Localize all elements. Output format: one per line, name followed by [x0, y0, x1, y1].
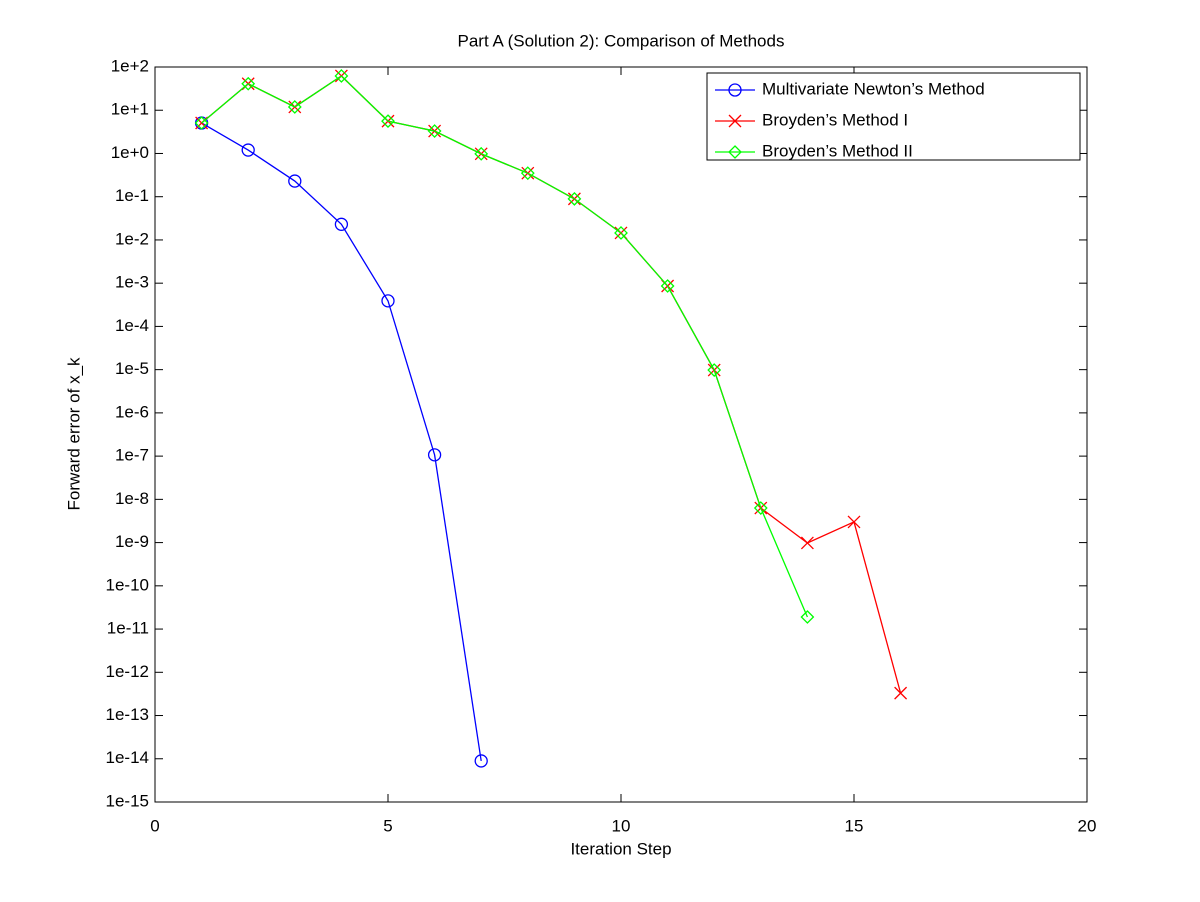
marker: [660, 279, 675, 293]
marker: [287, 100, 302, 114]
y-tick-label: 1e-5: [115, 359, 149, 378]
y-tick-label: 1e-9: [115, 532, 149, 551]
legend-marker: [728, 83, 742, 97]
marker: [381, 114, 395, 129]
marker: [427, 448, 442, 462]
y-tick-label: 1e-3: [115, 273, 149, 292]
y-tick-label: 1e-10: [106, 575, 149, 594]
y-tick-label: 1e-4: [115, 316, 149, 335]
marker: [614, 226, 628, 240]
legend-label: Broyden’s Method II: [762, 141, 913, 160]
marker: [427, 124, 442, 138]
marker: [474, 146, 489, 161]
y-tick-label: 1e-2: [115, 229, 149, 248]
marker: [847, 515, 861, 529]
y-tick-label: 1e-8: [115, 489, 149, 508]
y-tick-label: 1e-14: [106, 748, 149, 767]
y-tick-label: 1e-6: [115, 402, 149, 421]
chart-title: Part A (Solution 2): Comparison of Metho…: [458, 31, 785, 50]
y-tick-label: 1e-13: [106, 705, 149, 724]
y-axis-label: Forward error of x_k: [64, 357, 83, 511]
marker: [707, 363, 722, 377]
marker: [241, 76, 256, 91]
marker: [194, 116, 209, 130]
marker: [241, 143, 255, 157]
marker: [800, 536, 814, 550]
y-tick-label: 1e-11: [107, 619, 149, 638]
legend-label: Multivariate Newton’s Method: [762, 79, 985, 98]
y-tick-label: 1e-7: [115, 446, 149, 465]
marker: [334, 217, 349, 231]
y-tick-label: 1e-1: [115, 186, 149, 205]
x-tick-label: 5: [383, 816, 392, 835]
legend-marker: [728, 145, 742, 159]
y-tick-label: 1e-15: [106, 791, 149, 810]
marker: [381, 294, 395, 308]
y-tick-label: 1e-12: [106, 662, 149, 681]
y-tick-label: 1e+2: [111, 56, 149, 75]
marker: [520, 166, 535, 181]
x-axis-label: Iteration Step: [570, 839, 671, 858]
x-tick-label: 20: [1078, 816, 1097, 835]
marker: [567, 191, 582, 206]
x-tick-label: 0: [150, 816, 159, 835]
marker: [334, 69, 349, 83]
marker: [753, 501, 768, 515]
series-line: [201, 75, 808, 618]
y-tick-label: 1e+0: [111, 143, 149, 162]
legend-marker: [728, 114, 742, 128]
legend-label: Broyden’s Method I: [762, 110, 908, 129]
marker: [894, 686, 908, 700]
x-tick-label: 15: [845, 816, 864, 835]
y-tick-label: 1e+1: [111, 100, 149, 119]
legend-box: [706, 72, 1081, 161]
marker: [288, 174, 302, 188]
marker: [474, 754, 488, 768]
x-tick-label: 10: [612, 816, 631, 835]
marker: [800, 610, 815, 624]
series-line: [201, 122, 482, 762]
